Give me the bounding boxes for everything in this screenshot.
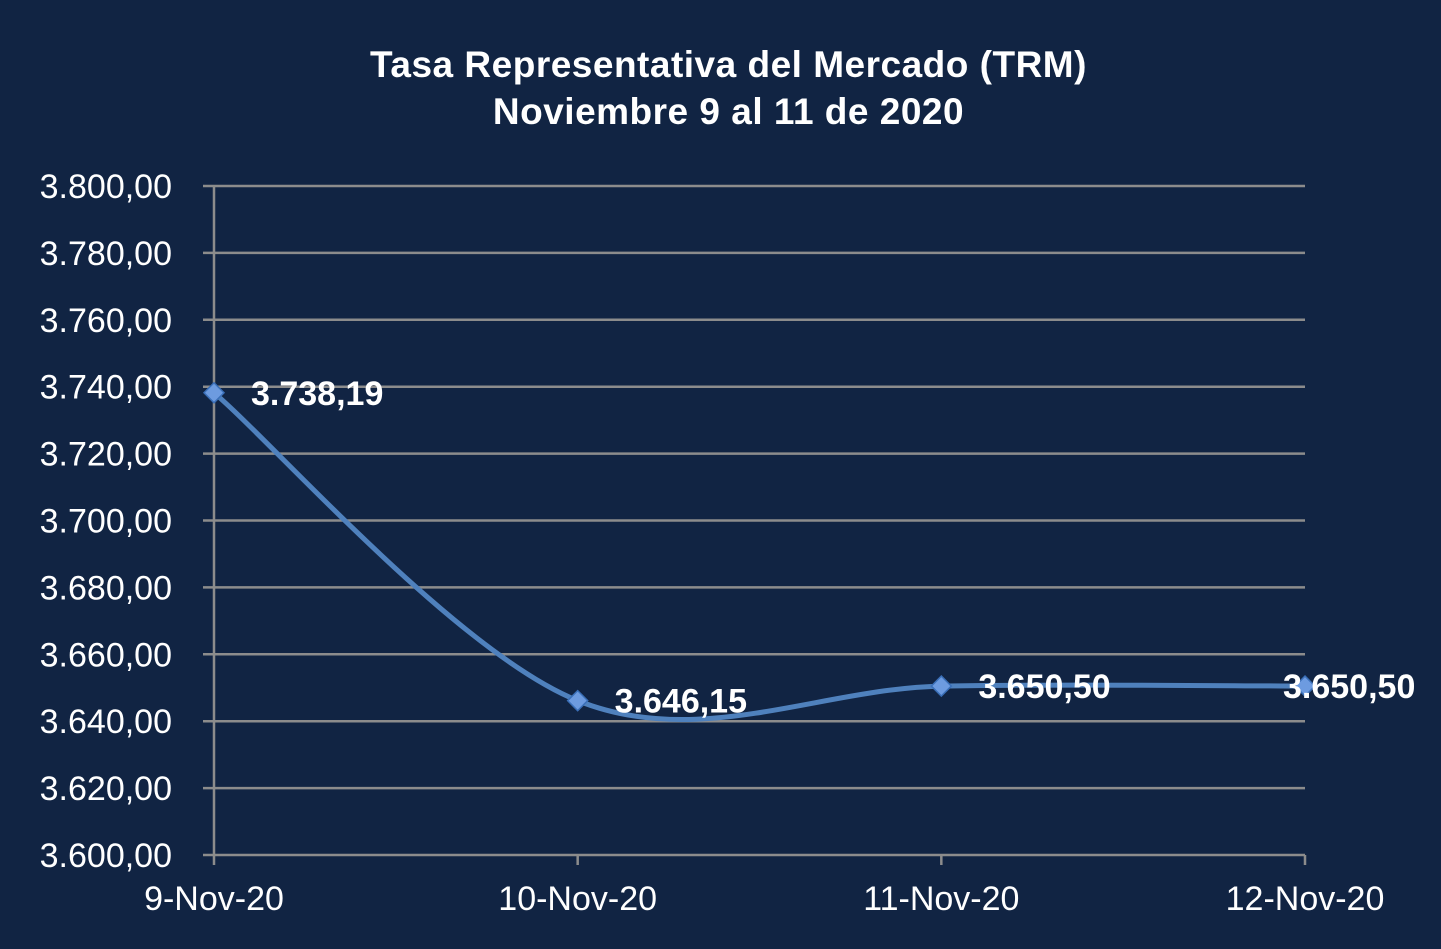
data-label: 3.650,50 <box>978 668 1110 706</box>
data-label: 3.646,15 <box>615 683 747 721</box>
data-label: 3.650,50 <box>1283 668 1415 706</box>
series-layer <box>211 390 1308 723</box>
series-line <box>211 390 1308 723</box>
axis-layer: 3.600,00 3.620,00 3.640,00 3.660,00 3.680,00… <box>40 168 1385 918</box>
y-tick-label: 3.660,00 <box>40 636 172 674</box>
x-tick-label: 9-Nov-20 <box>144 880 284 918</box>
x-tick-label: 11-Nov-20 <box>863 880 1019 918</box>
grid-layer <box>203 184 1305 857</box>
data-point-marker <box>1293 675 1317 698</box>
marker-layer <box>202 381 1317 712</box>
y-tick-label: 3.720,00 <box>40 436 172 474</box>
x-tick-label: 10-Nov-20 <box>498 880 657 918</box>
x-tick-label: 12-Nov-20 <box>1226 880 1385 918</box>
y-tick-label: 3.800,00 <box>40 168 172 206</box>
y-tick-label: 3.780,00 <box>40 235 172 273</box>
data-label-layer: 3.738,19 3.646,15 3.650,50 3.650,50 <box>251 375 1415 721</box>
y-tick-label: 3.600,00 <box>40 837 172 875</box>
y-tick-label: 3.700,00 <box>40 503 172 541</box>
chart-title: Tasa Representativa del Mercado (TRM) <box>370 44 1087 85</box>
y-tick-label: 3.640,00 <box>40 703 172 741</box>
y-tick-label: 3.620,00 <box>40 770 172 808</box>
y-tick-label: 3.740,00 <box>40 369 172 407</box>
data-label: 3.738,19 <box>251 375 383 413</box>
chart-subtitle: Noviembre 9 al 11 de 2020 <box>492 91 965 132</box>
y-tick-label: 3.760,00 <box>40 302 172 340</box>
data-point-marker <box>202 381 226 404</box>
data-point-marker <box>566 689 589 712</box>
data-point-marker <box>930 675 953 698</box>
y-tick-label: 3.680,00 <box>40 569 172 607</box>
